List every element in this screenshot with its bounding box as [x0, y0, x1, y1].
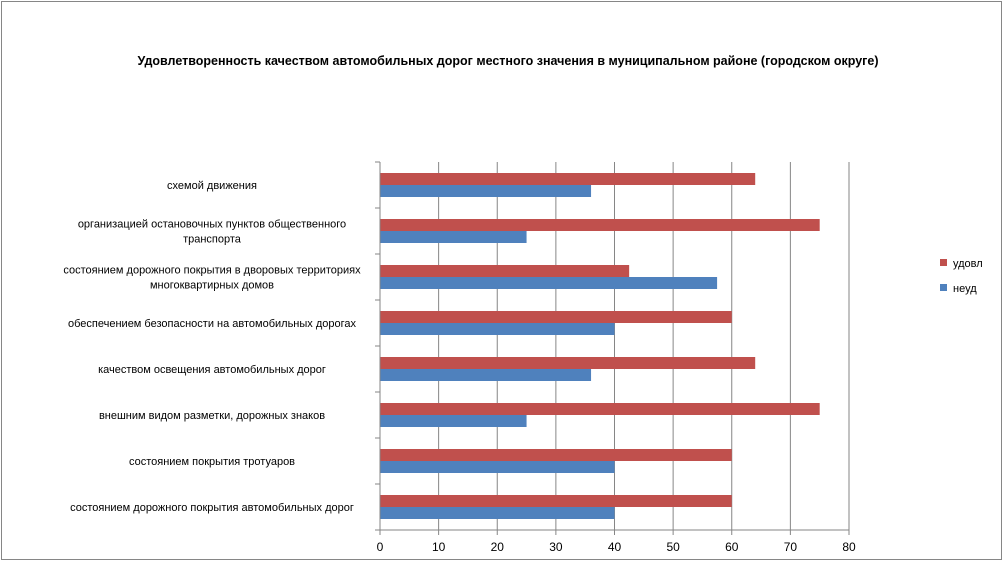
bar-удовл-4 [380, 357, 756, 369]
category-label-line: состоянием дорожного покрытия автомобиль… [70, 502, 354, 514]
legend-swatch-удовл [940, 259, 947, 266]
bar-удовл-6 [380, 449, 732, 461]
legend-layer: удовл неуд [940, 258, 983, 295]
category-label-line: организацией остановочных пунктов общест… [78, 219, 346, 231]
category-label-line: многоквартирных домов [150, 280, 274, 292]
bar-удовл-2 [380, 265, 630, 277]
x-tick-label: 80 [842, 540, 856, 554]
bar-удовл-5 [380, 403, 820, 415]
category-label-line: состоянием дорожного покрытия в дворовых… [63, 265, 361, 277]
bar-удовл-3 [380, 311, 732, 323]
category-label-line: качеством освещения автомобильных дорог [98, 364, 326, 376]
x-tick-label: 30 [549, 540, 563, 554]
category-label-line: состоянием покрытия тротуаров [129, 456, 295, 468]
x-tick-label: 60 [725, 540, 739, 554]
x-tick-label: 0 [377, 540, 384, 554]
bar-неуд-0 [380, 185, 592, 197]
bar-layer [380, 173, 820, 519]
x-tick-label: 10 [432, 540, 446, 554]
x-tick-label: 70 [784, 540, 798, 554]
axis-layer [375, 161, 850, 535]
category-label-line: внешним видом разметки, дорожных знаков [99, 410, 325, 422]
x-tick-label: 40 [608, 540, 622, 554]
category-label-4: качеством освещения автомобильных дорог [98, 364, 326, 376]
category-label-7: состоянием дорожного покрытия автомобиль… [70, 502, 354, 514]
bar-неуд-1 [380, 231, 527, 243]
bar-удовл-1 [380, 219, 820, 231]
category-label-1: организацией остановочных пунктов общест… [78, 219, 346, 246]
x-tick-label: 20 [491, 540, 505, 554]
bar-удовл-7 [380, 495, 732, 507]
x-tick-label: 50 [666, 540, 680, 554]
category-label-5: внешним видом разметки, дорожных знаков [99, 410, 325, 422]
bar-неуд-6 [380, 461, 615, 473]
bar-неуд-5 [380, 415, 527, 427]
category-label-line: обеспечением безопасности на автомобильн… [68, 318, 356, 330]
label-layer: 0 10 20 30 40 50 60 70 80 схемой движения организа… [63, 180, 856, 554]
bar-неуд-2 [380, 277, 718, 289]
bar-удовл-0 [380, 173, 756, 185]
category-label-2: состоянием дорожного покрытия в дворовых… [63, 265, 361, 292]
bar-неуд-4 [380, 369, 592, 381]
category-label-line: транспорта [183, 234, 242, 246]
chart-title: Удовлетворенность качеством автомобильны… [137, 54, 878, 68]
bar-неуд-7 [380, 507, 615, 519]
category-label-line: схемой движения [167, 180, 257, 192]
category-label-0: схемой движения [167, 180, 257, 192]
grid-layer [438, 162, 850, 530]
category-label-6: состоянием покрытия тротуаров [129, 456, 295, 468]
legend-label: неуд [953, 283, 977, 295]
category-label-3: обеспечением безопасности на автомобильн… [68, 318, 356, 330]
legend-label: удовл [953, 258, 983, 270]
bar-неуд-3 [380, 323, 615, 335]
legend-swatch-неуд [940, 284, 947, 291]
